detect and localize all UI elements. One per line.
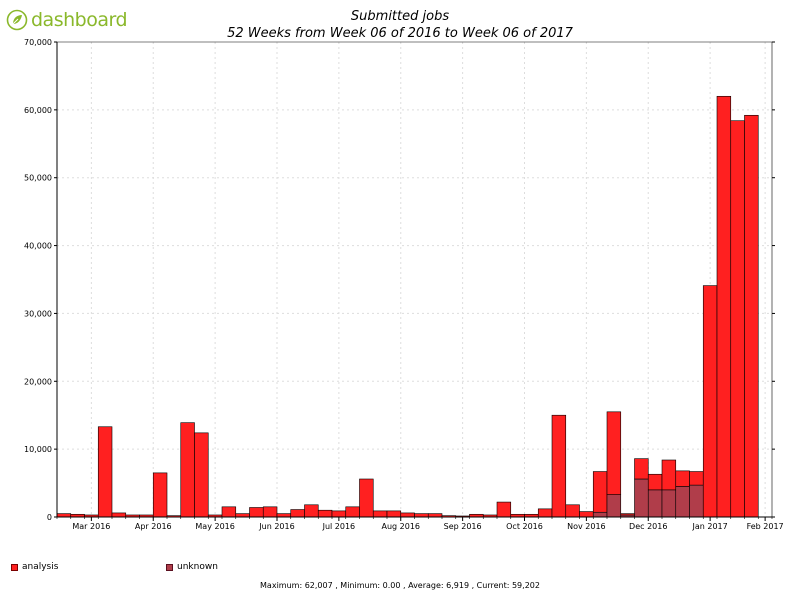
chart-title: Submitted jobs [350,9,450,24]
bar-analysis-48 [716,95,732,518]
bar-analysis-12 [221,506,237,518]
bar-unknown-44 [661,489,677,518]
bar-analysis-24 [386,510,402,518]
bar-analysis-44 [661,459,677,491]
bar-analysis-38 [579,511,594,518]
bar-analysis-20 [331,510,347,518]
bar-analysis-41 [620,513,635,516]
bar-analysis-25 [400,512,415,518]
bar-analysis-37 [565,504,580,518]
bar-analysis-42 [634,458,649,480]
bar-analysis-18 [304,504,319,518]
y-tick-label-4: 40,000 [24,242,52,251]
bar-analysis-16 [276,513,292,518]
bar-analysis-46 [689,471,704,486]
x-tick-label-6: Sep 2016 [444,522,482,531]
bar-analysis-40 [606,411,622,495]
x-tick-label-11: Feb 2017 [747,522,784,531]
bar-analysis-45 [675,470,690,487]
y-tick-label-3: 30,000 [24,309,52,318]
y-tick-label-1: 10,000 [24,445,52,454]
x-tick-label-1: Apr 2016 [135,522,172,531]
bar-analysis-26 [414,513,429,518]
bar-unknown-42 [634,478,649,518]
bar-analysis-39 [592,471,608,513]
bar-analysis-15 [262,506,278,518]
bar-analysis-47 [702,285,718,518]
legend-swatch-analysis [11,563,18,571]
x-tick-label-9: Dec 2016 [629,522,667,531]
bar-analysis-50 [744,114,759,518]
bar-analysis-36 [551,414,567,518]
bar-analysis-35 [537,508,553,518]
bar-analysis-17 [290,509,305,518]
y-tick-label-7: 70,000 [24,38,52,47]
bar-analysis-23 [372,510,388,518]
x-tick-label-7: Oct 2016 [506,522,543,531]
legend-item-analysis: analysis [11,562,58,572]
y-tick-label-0: 0 [47,513,52,522]
x-tick-label-5: Aug 2016 [381,522,420,531]
x-tick-label-3: Jun 2016 [258,522,294,531]
bar-analysis-49 [730,120,745,518]
bar-analysis-4 [111,512,127,518]
bar-analysis-7 [152,472,168,518]
bar-analysis-19 [317,509,333,518]
bar-analysis-27 [427,513,443,518]
leaf-icon [6,9,28,31]
stats-footer: Maximum: 62,007 , Minimum: 0.00 , Averag… [260,581,540,590]
x-tick-label-4: Jul 2016 [322,522,356,531]
bar-unknown-40 [606,494,622,518]
x-tick-label-2: May 2016 [195,522,234,531]
logo-text: dashboard [31,9,128,31]
bar-analysis-13 [235,513,250,518]
dashboard-logo: dashboard [6,8,128,32]
legend-label-analysis: analysis [22,562,59,572]
bar-analysis-22 [359,478,374,518]
legend-label-unknown: unknown [177,562,218,572]
legend-item-unknown: unknown [166,562,218,572]
bar-analysis-10 [194,432,209,518]
bar-analysis-43 [647,473,663,491]
bar-analysis-32 [496,501,512,518]
y-tick-label-2: 20,000 [24,377,52,386]
bar-unknown-39 [592,511,608,518]
bar-analysis-14 [249,507,264,518]
x-tick-label-8: Nov 2016 [567,522,606,531]
y-tick-label-5: 50,000 [24,174,52,183]
bar-analysis-21 [345,506,360,518]
x-tick-label-0: Mar 2016 [72,522,110,531]
bar-unknown-45 [675,486,690,518]
bar-unknown-46 [689,484,704,518]
chart-subtitle: 52 Weeks from Week 06 of 2016 to Week 06… [227,26,573,41]
bar-analysis-0 [56,513,72,518]
x-tick-label-10: Jan 2017 [692,522,728,531]
bar-unknown-43 [647,489,663,518]
bar-analysis-3 [97,426,113,518]
legend-swatch-unknown [166,563,173,571]
bar-analysis-9 [180,422,195,518]
y-tick-label-6: 60,000 [24,106,52,115]
